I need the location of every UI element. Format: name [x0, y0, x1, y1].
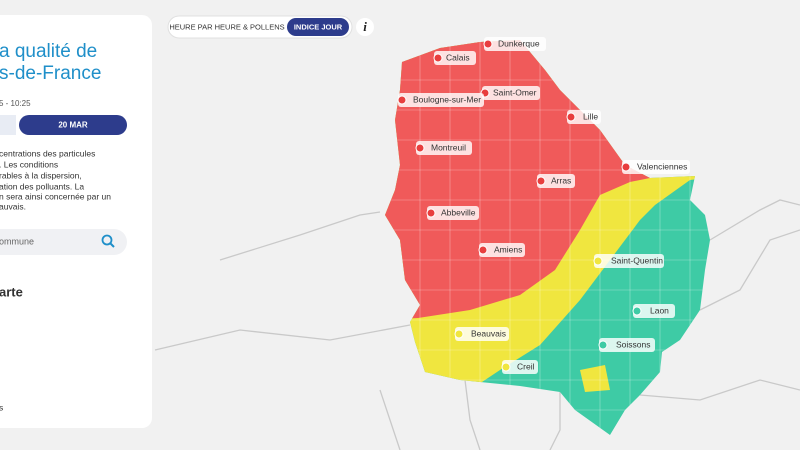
city[interactable]: Beauvais [454, 327, 509, 341]
city-name: Soissons [616, 339, 651, 349]
city-name: Calais [446, 52, 470, 62]
city[interactable]: Calais [433, 51, 476, 65]
city[interactable]: Valenciennes [621, 160, 690, 174]
city-name: Saint-Quentin [611, 255, 663, 265]
city-name: Creil [517, 361, 535, 371]
city-name: Dunkerque [498, 38, 540, 48]
city-name: Saint-Omer [493, 87, 537, 97]
title-line: a qualité de [0, 41, 97, 62]
city-name: Montreuil [431, 142, 466, 152]
toggle-option[interactable]: INDICE JOUR [287, 18, 349, 36]
update-time: 5 - 10:25 [0, 99, 31, 108]
city[interactable]: Saint-Quentin [593, 254, 664, 268]
city-name: Beauvais [471, 328, 506, 338]
city-name: Valenciennes [637, 161, 687, 171]
city[interactable]: Abbeville [426, 206, 479, 220]
date-label: 20 MAR [58, 121, 88, 130]
city[interactable]: Montreuil [415, 141, 472, 155]
city-labels: Dunkerque Calais Saint-Omer Boulogne-sur… [397, 37, 690, 374]
city[interactable]: Amiens [478, 243, 525, 257]
search-box[interactable]: ommune [0, 229, 127, 255]
description-line: ation des polluants. La [0, 181, 84, 191]
city-name: Arras [551, 175, 571, 185]
city[interactable]: Soissons [598, 338, 655, 352]
info-button[interactable]: i [356, 18, 374, 36]
date-button[interactable]: 20 MAR [19, 115, 127, 135]
city-name: Lille [583, 111, 598, 121]
svg-text:i: i [363, 19, 367, 34]
toggle-option[interactable]: HEURE PAR HEURE & POLLENS [169, 22, 284, 31]
city-name: Abbeville [441, 207, 476, 217]
city[interactable]: Creil [501, 360, 538, 374]
title-line: s-de-France [0, 63, 101, 84]
side-panel: a qualité de s-de-France 5 - 10:25 20 MA… [0, 15, 152, 428]
description-line: centrations des particules [0, 148, 95, 158]
city[interactable]: Saint-Omer [480, 86, 540, 100]
city-name: Boulogne-sur-Mer [413, 94, 481, 104]
toggle-label: HEURE PAR HEURE & POLLENS [169, 22, 284, 31]
description-line: auvais. [0, 201, 26, 211]
description-line: n sera ainsi concernée par un [0, 191, 111, 201]
city[interactable]: Lille [566, 110, 601, 124]
description-line: . Les conditions [0, 159, 58, 169]
toggle-label: INDICE JOUR [294, 22, 343, 31]
background-borders [154, 199, 800, 450]
city[interactable]: Boulogne-sur-Mer [397, 93, 484, 107]
description-line: rables à la dispersion, [0, 170, 82, 180]
city-name: Amiens [494, 244, 522, 254]
toggle: HEURE PAR HEURE & POLLENS INDICE JOUR [167, 15, 353, 39]
city[interactable]: Dunkerque [483, 37, 546, 51]
city[interactable]: Laon [632, 304, 675, 318]
city-name: Laon [650, 305, 669, 315]
footer-text: s [0, 402, 3, 412]
section-title: arte [0, 284, 23, 299]
search-placeholder: ommune [0, 236, 34, 246]
city[interactable]: Arras [536, 174, 575, 188]
